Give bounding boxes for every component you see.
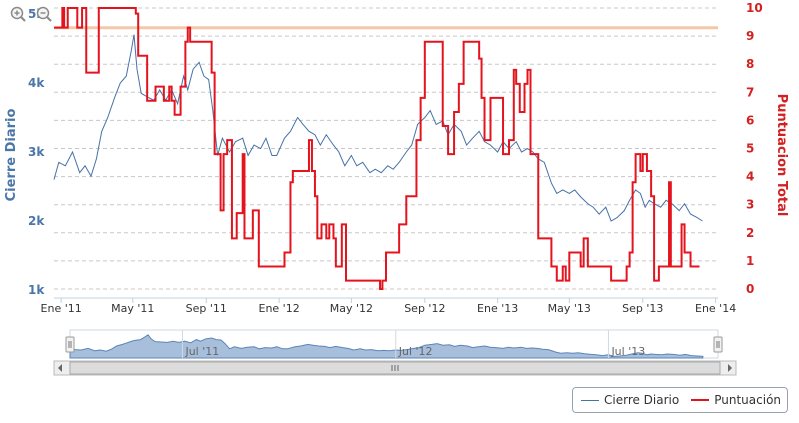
- x-tick-label: May '12: [330, 302, 373, 315]
- navigator-handle-left[interactable]: [65, 336, 75, 353]
- x-tick-label: Ene '14: [695, 302, 736, 315]
- zoom-in-icon[interactable]: [10, 6, 26, 22]
- x-tick-label: May '13: [548, 302, 591, 315]
- x-tick-label: Ene '11: [41, 302, 82, 315]
- right-tick-label: 7: [746, 85, 754, 99]
- right-tick-label: 8: [746, 57, 754, 71]
- left-axis-title: Cierre Diario: [4, 109, 19, 202]
- x-tick-label: Sep '12: [404, 302, 445, 315]
- right-tick-label: 4: [746, 170, 754, 184]
- zoom-out-icon[interactable]: [36, 6, 52, 22]
- right-axis-title: Puntuacion Total: [774, 94, 789, 217]
- navigator[interactable]: Jul '11 Jul '12 Jul '13: [53, 329, 737, 376]
- right-tick-label: 0: [746, 282, 754, 296]
- right-tick-label: 2: [746, 226, 754, 240]
- left-tick-label: 3k: [28, 145, 45, 159]
- legend-item-puntuacion[interactable]: Puntuación: [691, 393, 781, 407]
- x-tick-label: Sep '11: [186, 302, 227, 315]
- x-tick-label: Ene '12: [259, 302, 300, 315]
- right-tick-label: 1: [746, 254, 754, 268]
- legend-item-cierre[interactable]: Cierre Diario: [581, 393, 679, 407]
- handle-body[interactable]: [713, 336, 723, 353]
- legend-swatch-cierre: [581, 399, 599, 401]
- navigator-handle-right[interactable]: [713, 336, 723, 353]
- legend: Cierre Diario Puntuación: [572, 387, 788, 413]
- navigator-label: Jul '11: [184, 345, 219, 358]
- x-tick-label: Sep '13: [622, 302, 663, 315]
- navigator-label: Jul '12: [398, 345, 433, 358]
- legend-label-puntuacion: Puntuación: [714, 393, 782, 407]
- series-group: [53, 7, 703, 290]
- right-tick-label: 10: [746, 1, 763, 15]
- legend-swatch-puntuacion: [691, 399, 710, 401]
- x-tick-label: May '11: [111, 302, 154, 315]
- left-tick-label: 4k: [28, 76, 45, 90]
- grid-lines: [54, 7, 718, 290]
- handle-body[interactable]: [65, 336, 75, 353]
- left-tick-label: 1k: [28, 283, 45, 297]
- legend-label-cierre: Cierre Diario: [604, 393, 680, 407]
- series-puntuacion-line: [54, 7, 700, 290]
- navigator-label: Jul '13: [610, 345, 645, 358]
- right-tick-label: 6: [746, 113, 754, 127]
- right-tick-label: 3: [746, 198, 754, 212]
- scroll-right-arrow-icon[interactable]: [728, 364, 732, 372]
- series-cierre-line: [53, 34, 703, 222]
- scrollbar[interactable]: [53, 360, 737, 376]
- x-tick-label: Ene '13: [477, 302, 518, 315]
- left-tick-label: 2k: [28, 214, 45, 228]
- right-tick-label: 5: [746, 142, 754, 156]
- right-tick-label: 9: [746, 29, 754, 43]
- scroll-left-arrow-icon[interactable]: [58, 364, 62, 372]
